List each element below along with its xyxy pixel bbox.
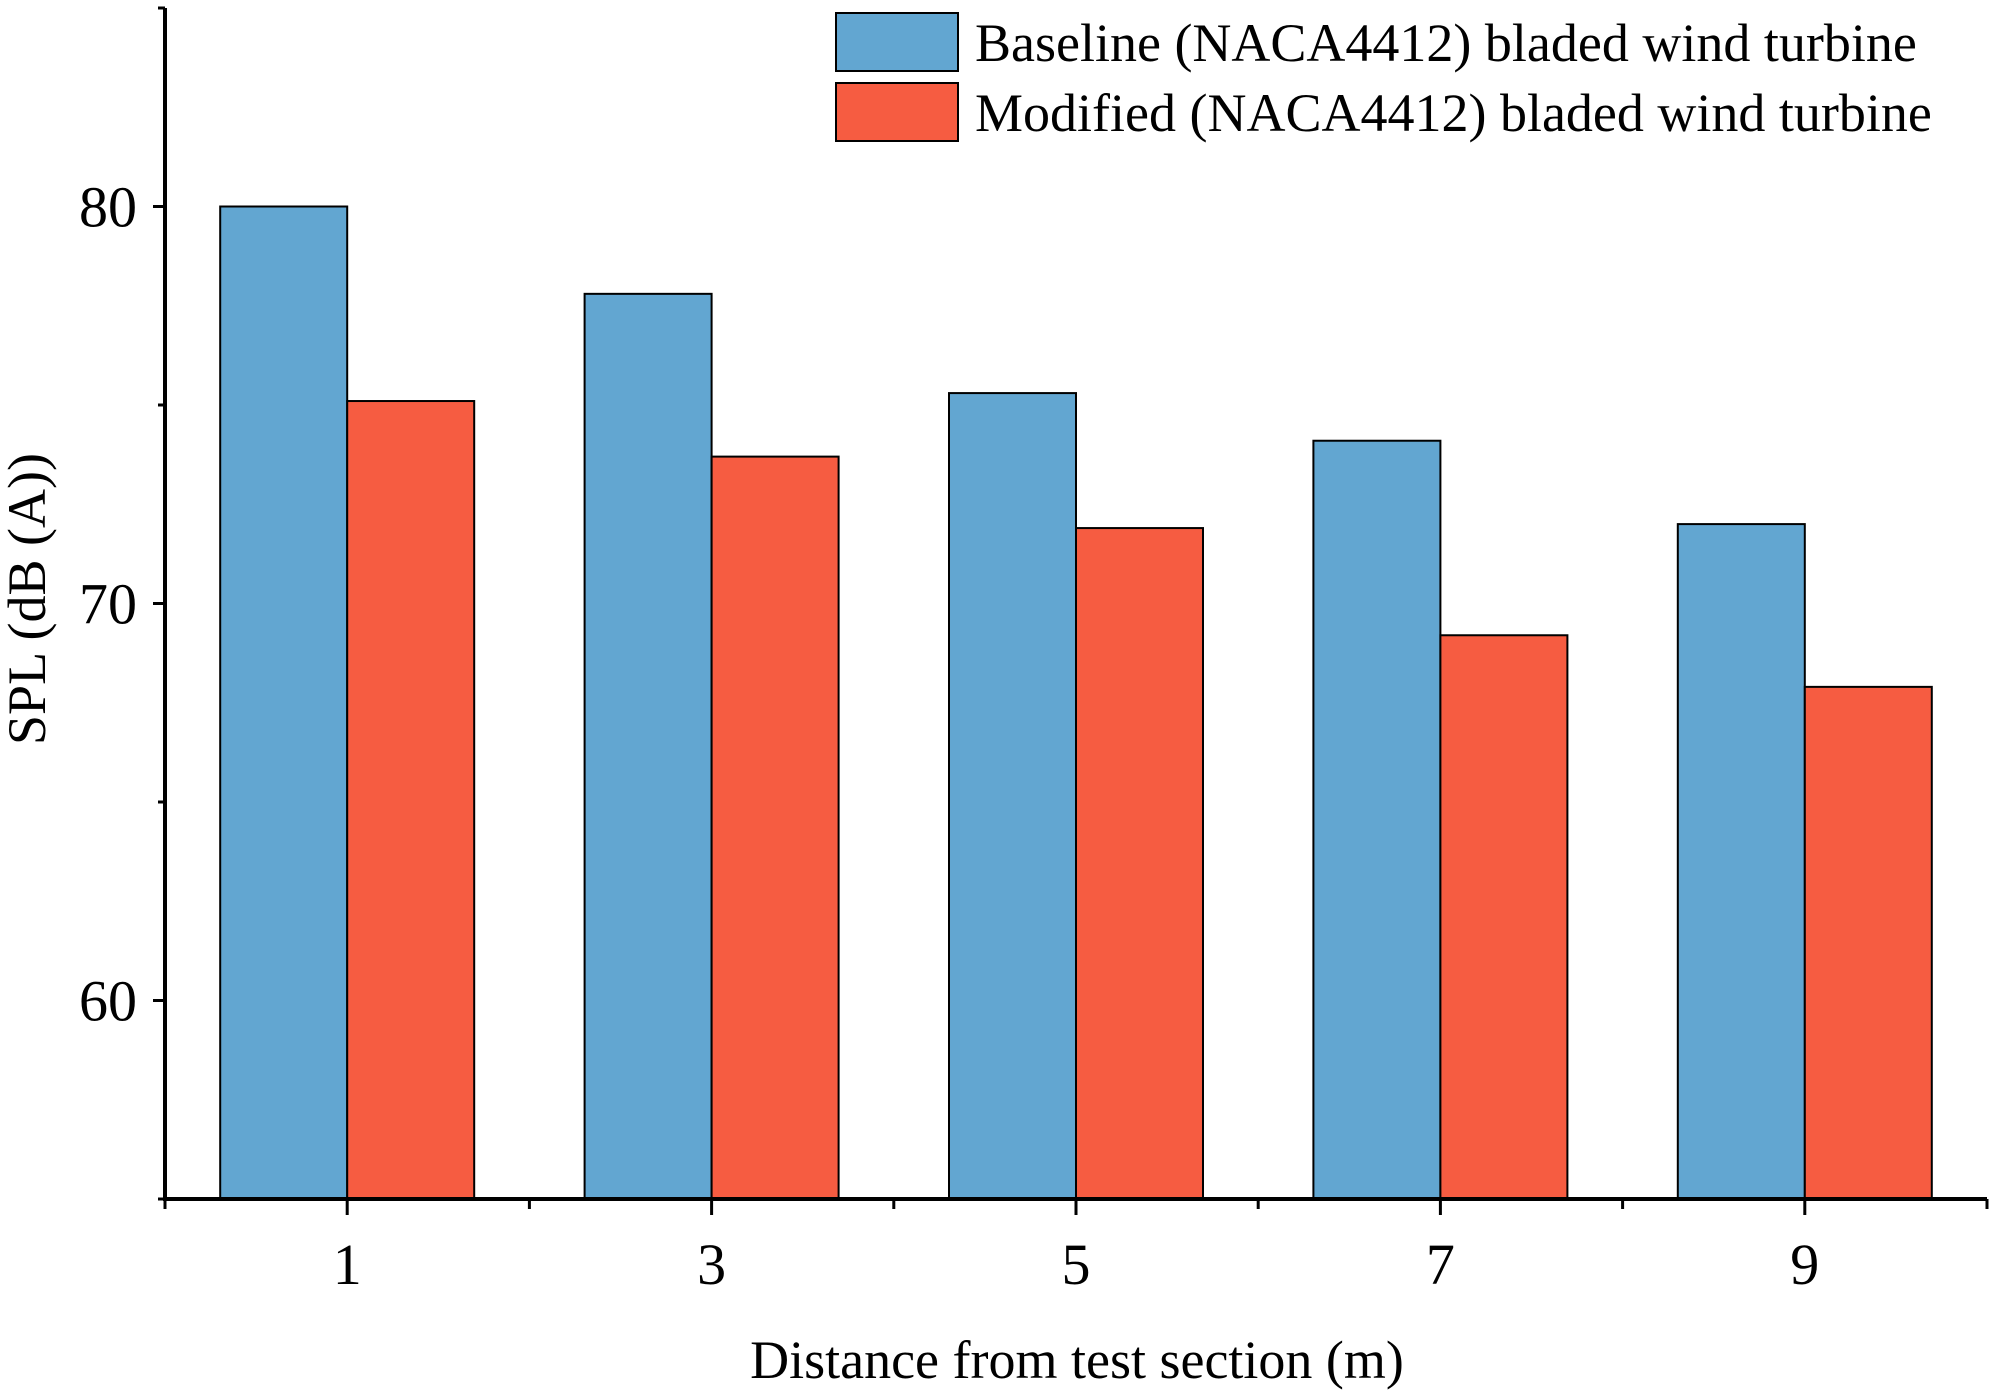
bar-modified-7 [1439,634,1569,1200]
ticks-layer: 60 70 80 1 3 5 7 9 [79,6,1989,1297]
bar-baseline-7 [1312,439,1442,1201]
bar-modified-5 [1075,527,1204,1200]
bar-modified-9 [1803,685,1933,1200]
legend: Baseline (NACA4412) bladed wind turbine … [835,12,1932,143]
bar-baseline-1 [219,205,349,1200]
bar-baseline-3 [583,292,713,1200]
bars-layer [219,205,1933,1201]
x-tick-label-7: 7 [1426,1232,1455,1297]
bar-modified-1 [346,400,476,1200]
x-axis-title: Distance from test section (m) [750,1330,1404,1390]
x-tick-label-9: 9 [1790,1232,1819,1297]
legend-swatch-baseline [835,12,959,72]
y-axis-title: SPL (dB (A)) [0,453,57,745]
legend-swatch-modified [835,82,959,142]
x-tick-label-3: 3 [697,1232,726,1297]
y-tick-label-60: 60 [79,969,137,1034]
y-tick-label-80: 80 [79,175,137,240]
bar-baseline-5 [948,392,1077,1200]
legend-label-modified: Modified (NACA4412) bladed wind turbine [975,83,1932,143]
legend-label-baseline: Baseline (NACA4412) bladed wind turbine [975,13,1917,73]
x-tick-label-5: 5 [1062,1232,1091,1297]
x-tick-label-1: 1 [333,1232,362,1297]
y-tick-label-70: 70 [79,572,137,637]
bar-modified-3 [710,455,840,1200]
bar-baseline-9 [1676,523,1806,1200]
